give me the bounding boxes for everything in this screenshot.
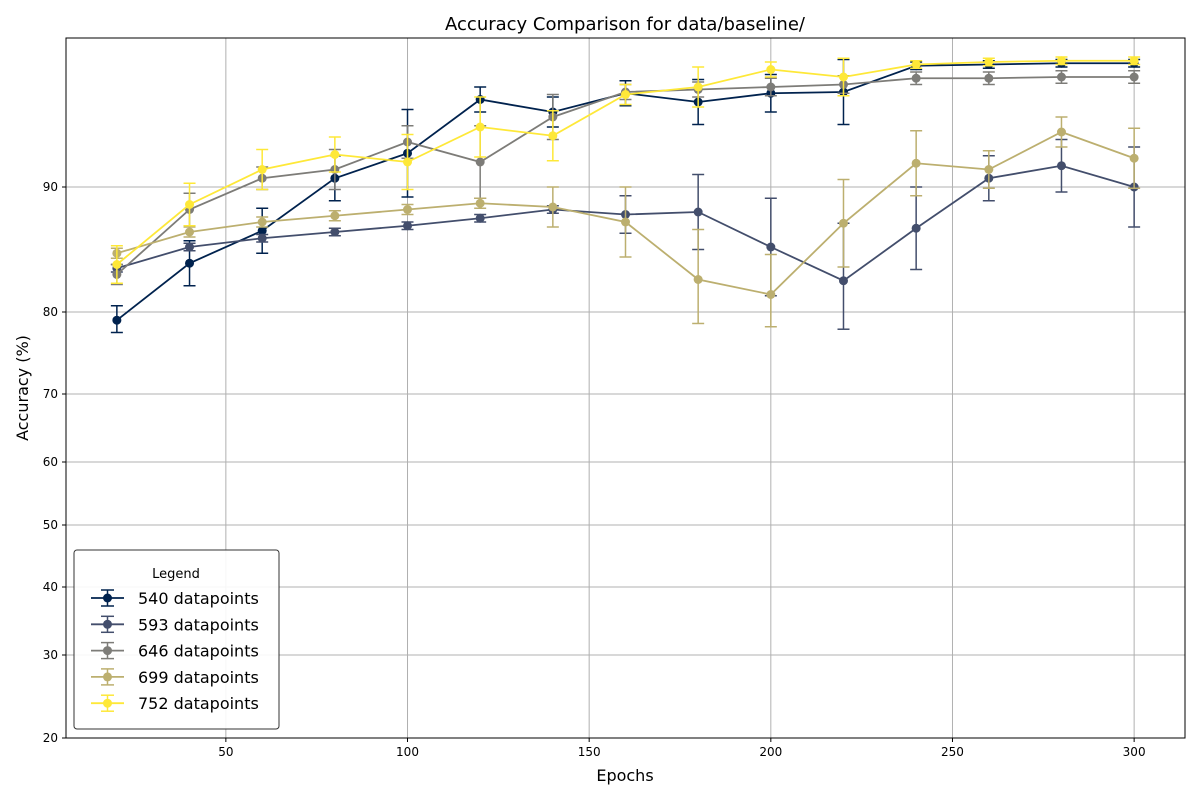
data-point <box>475 122 485 132</box>
data-point <box>548 131 558 141</box>
data-point <box>330 211 340 221</box>
data-point <box>1129 72 1139 82</box>
chart-title: Accuracy Comparison for data/baseline/ <box>445 14 806 35</box>
data-point <box>838 276 848 286</box>
data-point <box>693 82 703 92</box>
data-point <box>984 165 994 174</box>
data-point <box>257 233 267 243</box>
x-tick-label: 300 <box>1123 745 1146 759</box>
legend-marker <box>103 646 112 656</box>
data-point <box>548 202 558 212</box>
y-tick-label: 20 <box>43 731 58 745</box>
data-point <box>1056 161 1066 171</box>
legend-item: 593 datapoints <box>91 615 259 634</box>
data-point <box>911 60 921 69</box>
legend-label: 752 datapoints <box>138 694 259 713</box>
y-tick-label: 50 <box>43 518 58 532</box>
data-point <box>911 158 921 168</box>
data-point <box>1129 153 1139 163</box>
data-point <box>766 82 776 92</box>
data-point <box>693 207 703 217</box>
data-point <box>112 260 122 269</box>
legend-label: 593 datapoints <box>138 615 259 634</box>
legend-item: 540 datapoints <box>91 589 259 608</box>
legend-marker <box>103 593 112 603</box>
data-point <box>693 275 703 284</box>
x-axis-ticks: 50 100 150 200 250 300 <box>218 738 1146 759</box>
data-point <box>185 258 195 268</box>
series-2 <box>110 138 1141 330</box>
data-point <box>911 223 921 233</box>
data-point <box>112 315 122 325</box>
data-point <box>1129 56 1139 66</box>
y-tick-label: 40 <box>43 580 58 594</box>
x-tick-label: 250 <box>941 745 964 759</box>
y-tick-label: 90 <box>43 180 58 194</box>
data-point <box>911 73 921 83</box>
x-tick-label: 50 <box>218 745 233 759</box>
x-tick-label: 150 <box>578 745 601 759</box>
data-point <box>475 198 485 208</box>
y-tick-label: 60 <box>43 455 58 469</box>
legend-items: 540 datapoints 593 datapoints 646 datapoin… <box>91 589 259 713</box>
data-point <box>403 221 413 231</box>
data-point <box>766 290 776 299</box>
data-point <box>984 57 994 67</box>
data-point <box>403 157 413 167</box>
series-4 <box>110 116 1141 328</box>
data-point <box>838 218 848 228</box>
y-axis-ticks: 20 30 40 50 60 70 80 90 <box>43 180 66 745</box>
series-5 <box>110 56 1141 284</box>
data-point <box>257 165 267 174</box>
y-tick-label: 30 <box>43 648 58 662</box>
legend-item: 752 datapoints <box>91 694 259 713</box>
plot-frame <box>65 37 1186 739</box>
legend-marker <box>103 672 112 682</box>
data-point <box>984 73 994 83</box>
y-tick-label: 80 <box>43 305 58 319</box>
legend-item: 646 datapoints <box>91 642 259 661</box>
data-point <box>475 213 485 223</box>
legend: Legend 540 datapoints 593 datapoints 646 d… <box>73 549 280 730</box>
series-layer <box>110 56 1141 334</box>
legend-marker <box>103 619 112 629</box>
data-point <box>766 65 776 74</box>
data-point <box>403 205 413 214</box>
x-tick-label: 200 <box>759 745 782 759</box>
legend-label: 699 datapoints <box>138 668 259 687</box>
legend-title: Legend <box>152 567 200 582</box>
data-point <box>475 157 485 167</box>
y-axis-label: Accuracy (%) <box>13 335 32 441</box>
data-point <box>1056 72 1066 82</box>
data-point <box>330 227 340 237</box>
data-point <box>330 150 340 159</box>
data-point <box>185 200 195 209</box>
data-point <box>257 217 267 227</box>
legend-item: 699 datapoints <box>91 668 259 687</box>
x-axis-label: Epochs <box>596 766 653 785</box>
data-point <box>621 90 630 99</box>
y-tick-label: 70 <box>43 387 58 401</box>
data-point <box>1056 127 1066 137</box>
legend-label: 646 datapoints <box>138 642 259 661</box>
data-point <box>621 217 630 227</box>
data-point <box>185 227 195 237</box>
data-point <box>838 72 848 82</box>
data-point <box>185 242 195 252</box>
x-tick-label: 100 <box>396 745 419 759</box>
legend-box <box>73 549 280 730</box>
legend-label: 540 datapoints <box>138 589 259 608</box>
data-point <box>257 226 267 236</box>
data-point <box>766 242 776 252</box>
data-point <box>1056 56 1066 66</box>
legend-marker <box>103 698 112 708</box>
